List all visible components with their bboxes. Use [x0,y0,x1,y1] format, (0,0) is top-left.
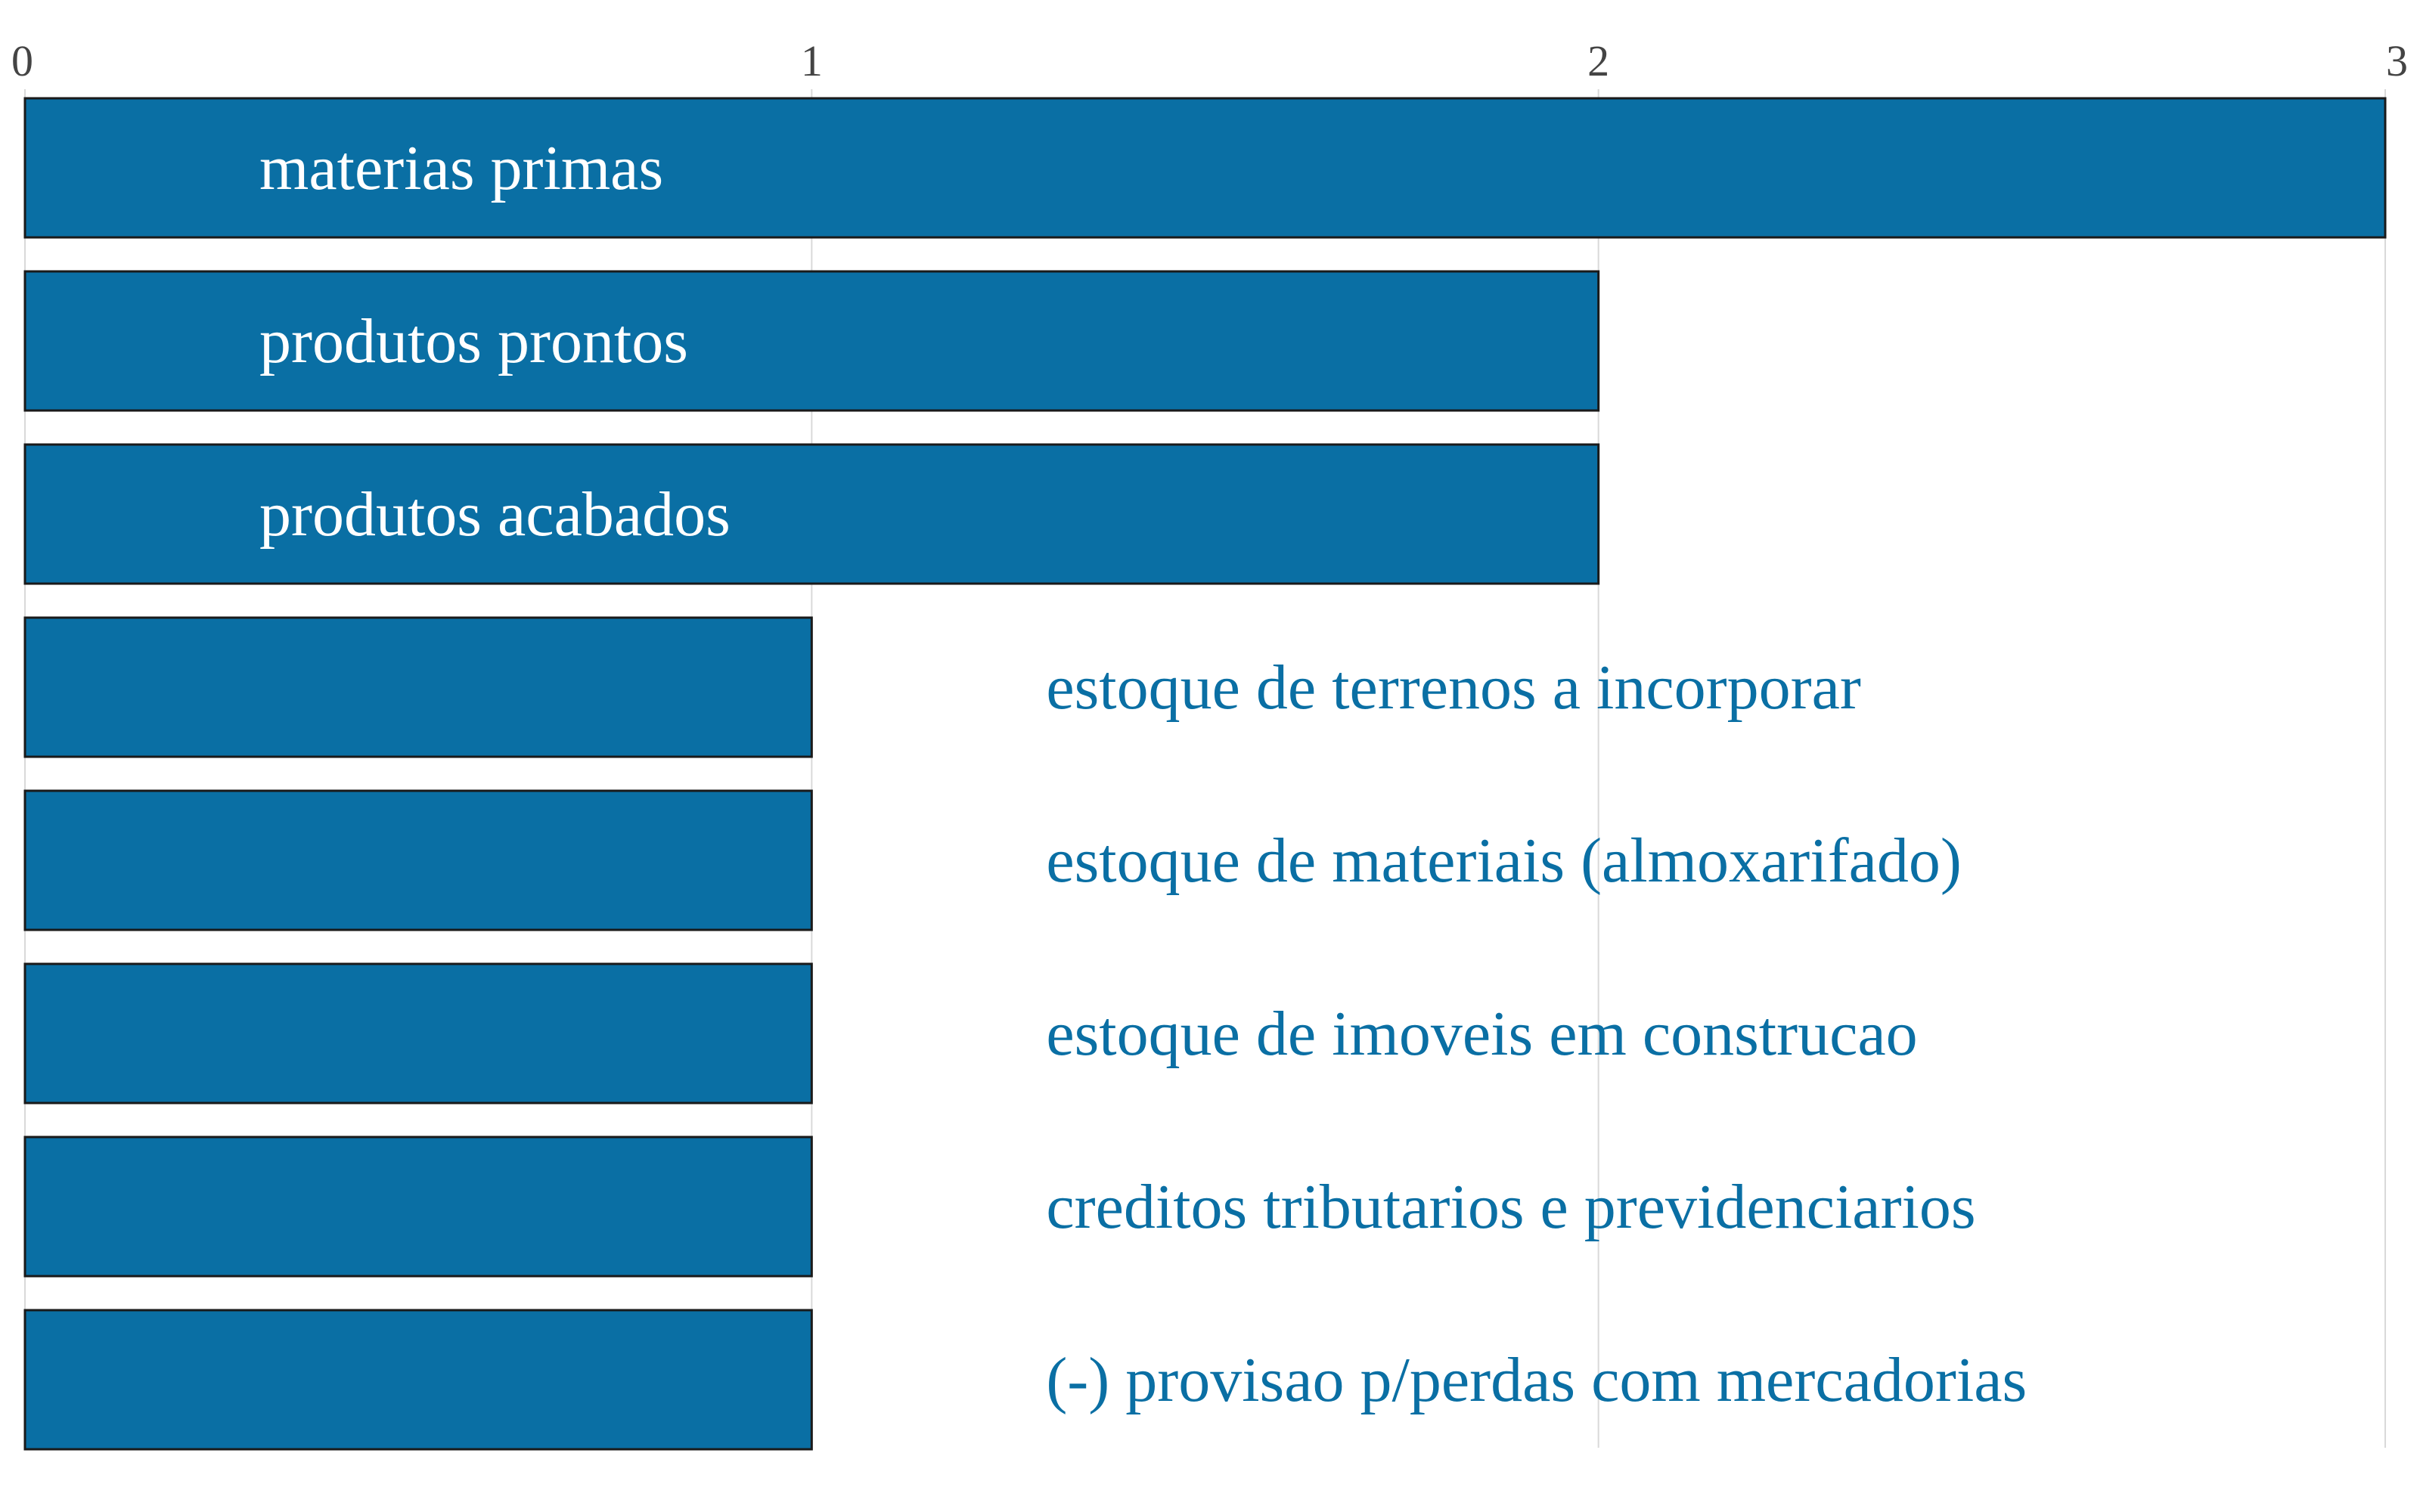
bar-label-2: produtos prontos [259,306,688,376]
bar-label-8: (-) provisao p/perdas com mercadorias [1046,1345,2027,1415]
bar-label-7: creditos tributarios e previdenciarios [1046,1172,1975,1242]
bar-7 [23,1136,813,1278]
x-tick-label-2: 2 [1587,36,1609,85]
bars [23,97,2387,1451]
x-tick-label-1: 1 [801,36,823,85]
x-tick-label-3: 3 [2386,36,2408,85]
bar-6 [23,962,813,1105]
bar-label-6: estoque de imoveis em construcao [1046,999,1917,1069]
x-tick-label-0: 0 [11,36,33,85]
bar-5 [23,789,813,931]
bar-labels: materias primas produtos prontos produtos … [259,133,2027,1415]
bar-label-3: produtos acabados [259,479,731,550]
x-tick-labels: 0 1 2 3 [11,36,2408,85]
bar-label-5: estoque de materiais (almoxarifado) [1046,826,1962,896]
bar-label-4: estoque de terrenos a incorporar [1046,652,1861,723]
bar-label-1: materias primas [259,133,663,203]
bar-4 [23,616,813,758]
bar-8 [23,1309,813,1451]
bar-1 [23,97,2387,239]
bar-2 [23,270,1600,412]
bar-3 [23,443,1600,585]
